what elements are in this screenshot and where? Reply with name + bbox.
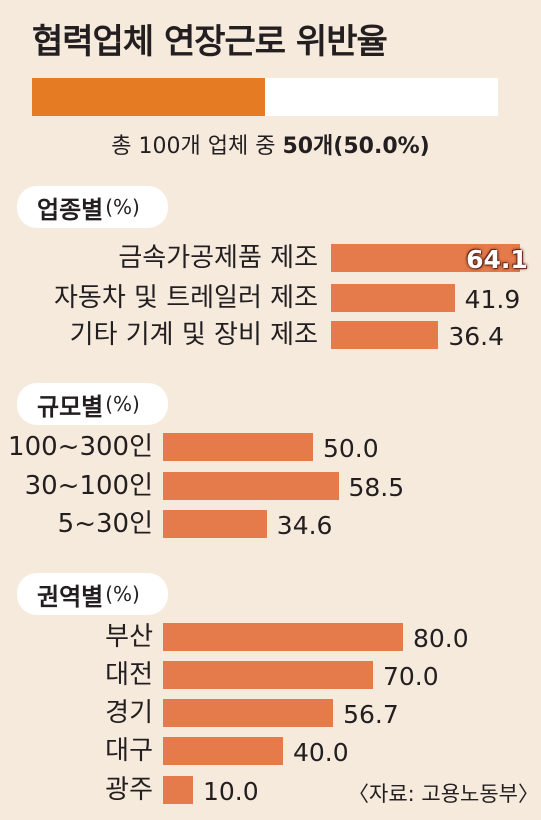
category-label: 부산 [105,622,153,652]
unit-label: (%) [105,582,140,606]
value-label: 58.5 [348,473,405,502]
value-label: 36.4 [448,322,505,351]
bar [163,510,267,538]
bar [163,737,283,765]
bar [163,433,313,461]
group-header-0: 업종별 (%) [17,186,168,228]
summary-bar-fill [32,78,265,116]
bar [331,244,521,272]
value-label: 10.0 [203,777,259,806]
value-label: 34.6 [276,511,333,540]
value-label: 64.1 [466,245,528,274]
bar [163,472,339,500]
group-label: 권역별 [37,582,104,611]
summary-text: 총 100개 업체 중 50개(50.0%) [0,128,541,160]
bar [163,623,403,651]
category-label: 경기 [105,698,153,728]
summary-highlight: 50개(50.0%) [282,134,430,159]
group-header-1: 규모별 (%) [17,383,168,425]
group-label: 규모별 [37,392,104,421]
category-label: 5~30인 [57,509,153,539]
value-label: 56.7 [343,700,399,729]
category-label: 30~100인 [24,471,153,501]
value-label: 50.0 [323,434,379,463]
category-label: 자동차 및 트레일러 제조 [54,283,318,313]
summary-bar [32,78,498,116]
category-label: 광주 [105,775,153,805]
value-label: 80.0 [413,624,469,653]
value-label: 70.0 [383,662,439,691]
source-note: 〈자료: 고용노동부〉 [348,782,539,806]
chart-title: 협력업체 연장근로 위반율 [32,22,388,62]
bar [163,776,193,804]
summary-prefix: 총 100개 업체 중 [111,134,283,159]
category-label: 기타 기계 및 장비 제조 [69,320,318,350]
category-label: 금속가공제품 제조 [118,243,318,273]
unit-label: (%) [105,392,140,416]
value-label: 41.9 [464,285,521,314]
category-label: 100~300인 [8,432,153,462]
category-label: 대전 [105,660,153,690]
bar [163,699,334,727]
group-header-2: 권역별 (%) [17,573,168,615]
category-label: 대구 [105,736,153,766]
value-label: 40.0 [293,738,349,767]
bar [163,661,373,689]
group-label: 업종별 [37,195,104,224]
bar [331,284,455,312]
bar [331,321,439,349]
unit-label: (%) [105,195,140,219]
